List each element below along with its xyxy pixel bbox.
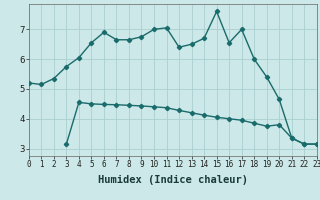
X-axis label: Humidex (Indice chaleur): Humidex (Indice chaleur) xyxy=(98,175,248,185)
